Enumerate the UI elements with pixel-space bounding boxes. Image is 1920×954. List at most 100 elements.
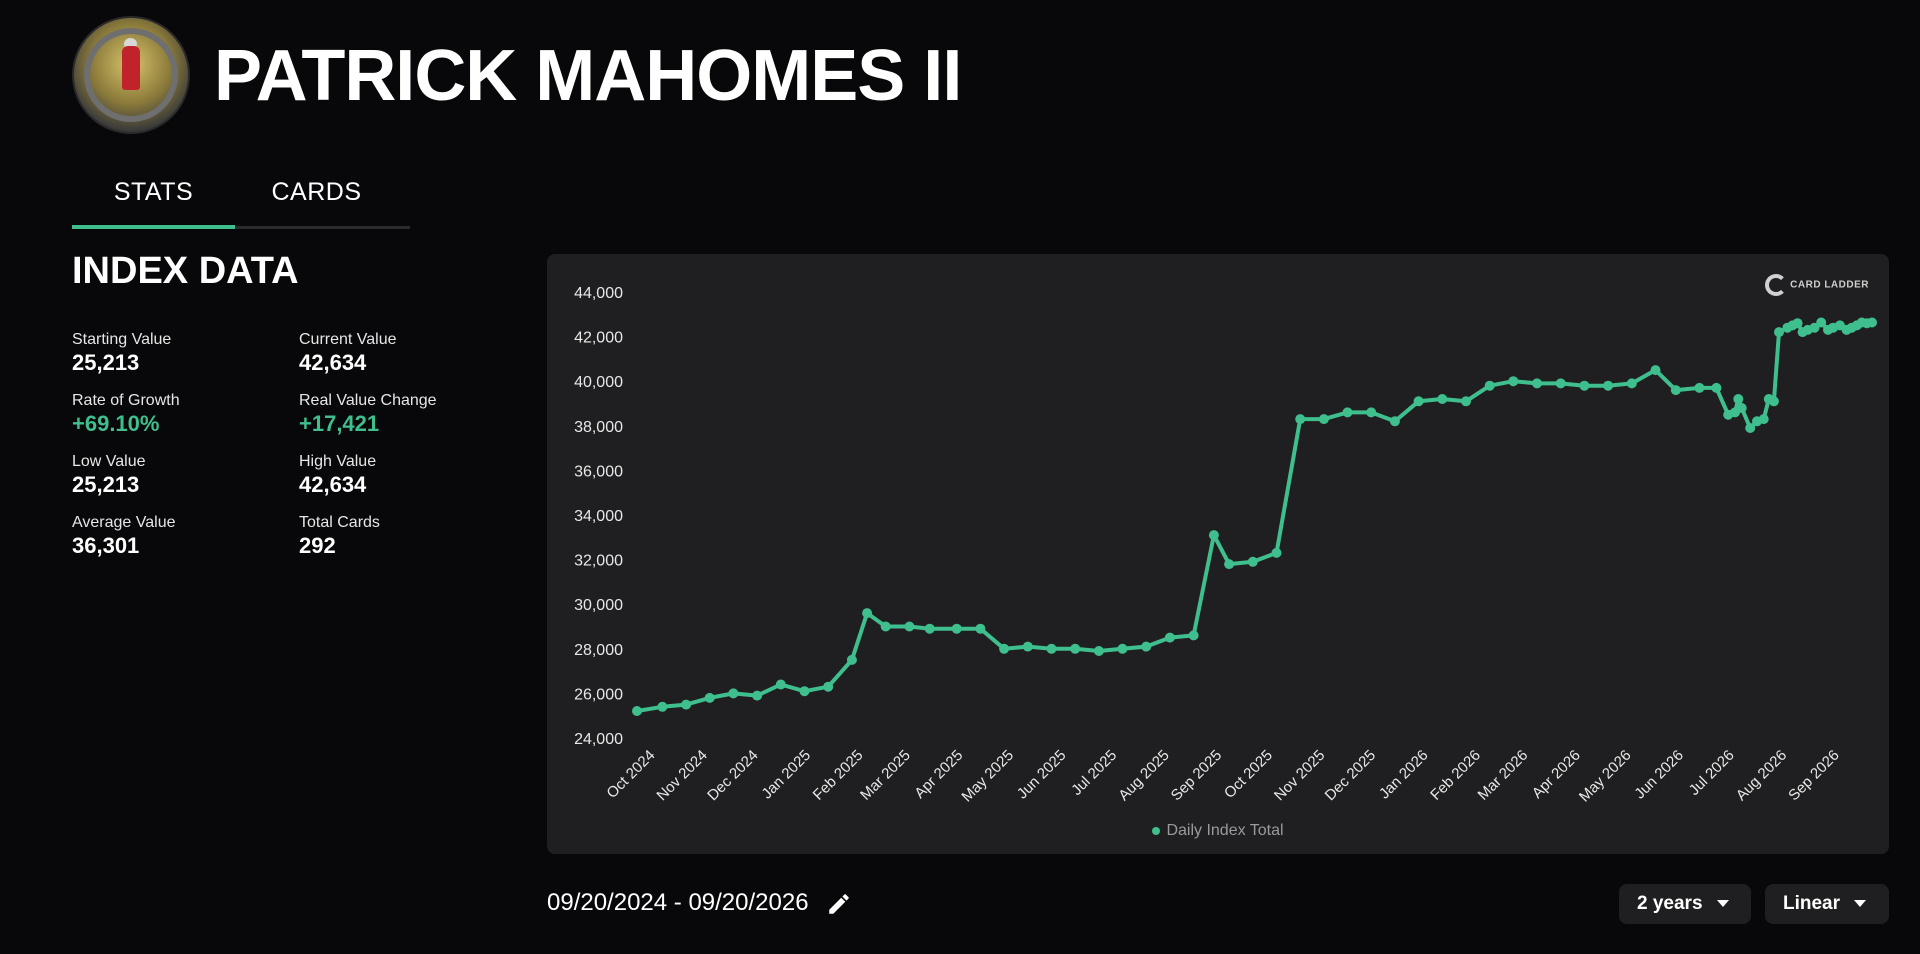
x-tick-label: Mar 2025: [857, 747, 914, 804]
y-tick-label: 24,000: [574, 731, 623, 748]
stat-value: +69.10%: [72, 411, 160, 436]
stat-label: Low Value: [72, 453, 146, 470]
x-tick-label: Mar 2026: [1475, 747, 1532, 804]
data-point: [1694, 382, 1705, 393]
data-point: [1867, 317, 1877, 328]
stat-current-value: Current Value 42,634: [299, 330, 519, 376]
x-tick-label: Dec 2025: [1322, 747, 1379, 804]
data-point: [632, 706, 642, 716]
data-point: [1295, 414, 1306, 425]
data-point: [924, 623, 935, 634]
data-point: [657, 701, 668, 712]
chart-legend[interactable]: Daily Index Total: [547, 822, 1889, 840]
y-tick-label: 44,000: [574, 285, 623, 302]
stat-value: 42,634: [299, 350, 367, 375]
data-point: [1271, 547, 1282, 558]
data-point: [1816, 317, 1827, 328]
stat-label: Rate of Growth: [72, 392, 180, 409]
data-point: [752, 690, 763, 701]
data-point: [1188, 630, 1199, 641]
avatar-player-figure: [122, 46, 140, 90]
tab-cards[interactable]: CARDS: [271, 178, 362, 206]
data-point: [1093, 646, 1104, 656]
x-tick-label: Oct 2025: [1221, 747, 1276, 802]
tab-stats[interactable]: STATS: [72, 170, 235, 229]
x-tick-label: Aug 2026: [1733, 747, 1790, 804]
stat-rate-of-growth: Rate of Growth +69.10%: [72, 391, 292, 437]
stat-real-value-change: Real Value Change +17,421: [299, 391, 519, 437]
data-point: [1792, 318, 1803, 329]
x-tick-label: Nov 2025: [1271, 747, 1328, 804]
y-tick-label: 30,000: [574, 597, 623, 614]
data-point: [1247, 556, 1258, 567]
scale-dropdown[interactable]: Linear: [1765, 884, 1889, 924]
data-point: [1626, 378, 1637, 389]
caret-down-icon: [1716, 900, 1729, 908]
player-avatar: [72, 16, 190, 134]
data-point: [799, 686, 810, 697]
index-line-chart[interactable]: 24,000 26,000 28,000 30,000 32,000 34,000 36,0…: [547, 254, 1889, 814]
y-tick-label: 42,000: [574, 330, 623, 347]
stat-value: 292: [299, 533, 336, 558]
data-point: [1670, 385, 1681, 396]
x-tick-label: Jun 2025: [1014, 747, 1070, 803]
stat-label: Starting Value: [72, 331, 172, 348]
data-point: [1555, 378, 1566, 389]
data-point: [1413, 396, 1424, 407]
data-point: [1532, 378, 1542, 389]
data-point: [862, 608, 873, 619]
x-tick-label: Sep 2026: [1785, 747, 1842, 804]
x-tick-label: Jan 2026: [1376, 747, 1432, 803]
data-point: [1046, 643, 1057, 654]
tab-bar: STATS CARDS: [72, 170, 410, 229]
data-point: [1508, 376, 1519, 387]
data-point: [1389, 416, 1400, 427]
data-point: [951, 623, 962, 634]
x-tick-label: Jul 2026: [1686, 747, 1738, 799]
x-tick-label: Sep 2025: [1168, 747, 1225, 804]
data-point: [681, 699, 692, 710]
data-point: [904, 621, 915, 632]
card-ladder-logo: CARD LADDER: [1764, 274, 1869, 296]
data-point: [1461, 396, 1471, 407]
stat-label: Real Value Change: [299, 392, 437, 409]
series-line: [635, 320, 1874, 713]
stat-average-value: Average Value 36,301: [72, 513, 292, 559]
x-tick-label: Aug 2025: [1115, 747, 1172, 804]
data-point: [1774, 327, 1784, 338]
data-point: [1318, 414, 1329, 425]
logo-text: CARD LADDER: [1790, 279, 1869, 291]
stat-total-cards: Total Cards 292: [299, 513, 519, 559]
pencil-icon[interactable]: [826, 891, 852, 917]
data-point: [823, 681, 834, 692]
y-tick-label: 26,000: [574, 686, 623, 703]
data-point: [1141, 641, 1152, 652]
data-point: [975, 623, 986, 634]
data-point: [704, 692, 715, 703]
stat-label: Total Cards: [299, 514, 380, 531]
data-point: [728, 688, 739, 699]
x-tick-label: Jan 2025: [758, 747, 814, 803]
stat-starting-value: Starting Value 25,213: [72, 330, 292, 376]
stat-label: Average Value: [72, 514, 176, 531]
x-tick-label: Jul 2025: [1068, 747, 1120, 799]
legend-label: Daily Index Total: [1166, 822, 1284, 839]
stat-value: +17,421: [299, 411, 380, 436]
stat-value: 25,213: [72, 472, 140, 497]
data-point: [1758, 414, 1769, 425]
data-point: [880, 621, 891, 632]
stat-label: High Value: [299, 453, 377, 470]
data-point: [1342, 407, 1353, 418]
data-point: [1736, 403, 1747, 413]
stat-value: 36,301: [72, 533, 140, 558]
x-tick-label: Dec 2024: [704, 747, 761, 804]
x-tick-label: Oct 2024: [603, 747, 658, 802]
stat-value: 42,634: [299, 472, 367, 497]
data-point: [1070, 643, 1081, 654]
stat-value: 25,213: [72, 350, 140, 375]
period-dropdown[interactable]: 2 years: [1619, 884, 1751, 924]
data-point: [1437, 394, 1448, 404]
data-point: [1164, 632, 1175, 643]
data-point: [775, 679, 786, 690]
data-point: [1768, 396, 1779, 407]
